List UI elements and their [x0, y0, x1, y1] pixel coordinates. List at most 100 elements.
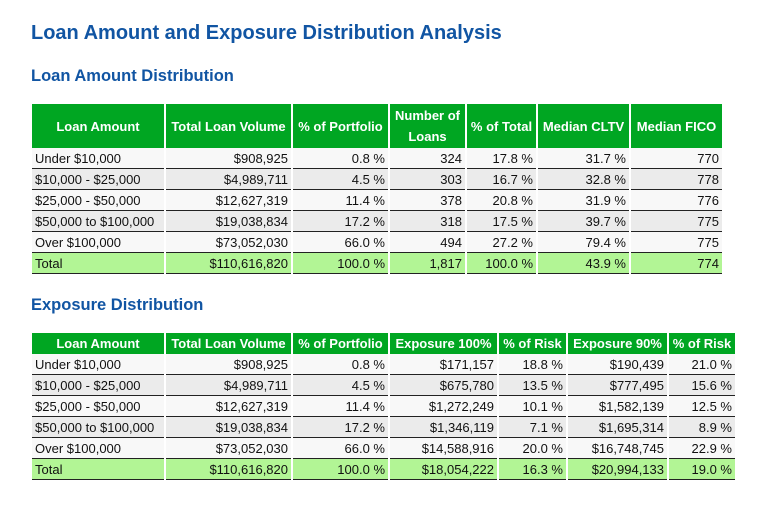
table-cell: 11.4 % — [291, 395, 390, 417]
exposure-distribution-heading: Exposure Distribution — [31, 296, 204, 314]
table-cell: 1,817 — [388, 252, 467, 274]
table-cell: 16.3 % — [497, 458, 568, 480]
table-cell: $908,925 — [164, 354, 293, 375]
column-header: % of Total — [465, 104, 538, 148]
column-header: Number of Loans — [388, 104, 467, 148]
table-cell: $50,000 to $100,000 — [30, 416, 166, 438]
table-cell: Over $100,000 — [30, 231, 166, 253]
table-cell: 0.8 % — [291, 354, 390, 375]
table-cell: 39.7 % — [536, 210, 631, 232]
column-header: Median FICO — [629, 104, 724, 148]
table-cell: 776 — [629, 189, 724, 211]
table-cell: 11.4 % — [291, 189, 390, 211]
table-cell: $14,588,916 — [388, 437, 499, 459]
table-cell: $73,052,030 — [164, 437, 293, 459]
table-cell: $10,000 - $25,000 — [30, 374, 166, 396]
table-cell: 17.2 % — [291, 416, 390, 438]
table-cell: $110,616,820 — [164, 458, 293, 480]
table-cell: $1,272,249 — [388, 395, 499, 417]
column-header: % of Risk — [497, 333, 568, 354]
table-cell: 79.4 % — [536, 231, 631, 253]
table-cell: $18,054,222 — [388, 458, 499, 480]
total-row: Total $110,616,820 100.0 % $18,054,222 16.3 … — [30, 458, 737, 480]
table-cell: 100.0 % — [291, 458, 390, 480]
column-header: Loan Amount — [30, 104, 166, 148]
table-cell: 494 — [388, 231, 467, 253]
table-cell: $4,989,711 — [164, 374, 293, 396]
table-cell: $4,989,711 — [164, 168, 293, 190]
table-row: $10,000 - $25,000 $4,989,711 4.5 % $675,780… — [30, 374, 737, 396]
table-row: $50,000 to $100,000 $19,038,834 17.2 % 318 1… — [30, 210, 724, 232]
table-cell: Under $10,000 — [30, 148, 166, 169]
exposure-distribution-table: Loan Amount Total Loan Volume% of Portfol… — [30, 333, 737, 480]
table-cell: 17.8 % — [465, 148, 538, 169]
table-cell: 778 — [629, 168, 724, 190]
table-cell: 21.0 % — [667, 354, 737, 375]
table-cell: 100.0 % — [465, 252, 538, 274]
table-cell: 20.0 % — [497, 437, 568, 459]
table-cell: $10,000 - $25,000 — [30, 168, 166, 190]
table-cell: 66.0 % — [291, 437, 390, 459]
table-cell: 770 — [629, 148, 724, 169]
table-cell: 303 — [388, 168, 467, 190]
table-cell: 10.1 % — [497, 395, 568, 417]
table-cell: 15.6 % — [667, 374, 737, 396]
table-cell: 775 — [629, 210, 724, 232]
table-cell: $12,627,319 — [164, 395, 293, 417]
table-row: Over $100,000 $73,052,030 66.0 % $14,588,91… — [30, 437, 737, 459]
table-cell: 27.2 % — [465, 231, 538, 253]
table-cell: 18.8 % — [497, 354, 568, 375]
table-cell: 32.8 % — [536, 168, 631, 190]
table-cell: $25,000 - $50,000 — [30, 189, 166, 211]
table-cell: 100.0 % — [291, 252, 390, 274]
table-cell: $73,052,030 — [164, 231, 293, 253]
table-cell: 17.5 % — [465, 210, 538, 232]
table-row: Over $100,000 $73,052,030 66.0 % 494 27.2 % 7… — [30, 231, 724, 253]
table-cell: 7.1 % — [497, 416, 568, 438]
table-cell: 774 — [629, 252, 724, 274]
table-row: $50,000 to $100,000 $19,038,834 17.2 % $1,3… — [30, 416, 737, 438]
table-cell: Total — [30, 252, 166, 274]
table-cell: 31.9 % — [536, 189, 631, 211]
table-cell: $19,038,834 — [164, 210, 293, 232]
total-row: Total $110,616,820 100.0 % 1,817 100.0 % 43.9… — [30, 252, 724, 274]
table-cell: $20,994,133 — [566, 458, 669, 480]
table-cell: 318 — [388, 210, 467, 232]
column-header: Exposure 100% — [388, 333, 499, 354]
column-header: % of Portfolio — [291, 333, 390, 354]
table-cell: 0.8 % — [291, 148, 390, 169]
table-cell: $675,780 — [388, 374, 499, 396]
table-cell: 13.5 % — [497, 374, 568, 396]
table-cell: 12.5 % — [667, 395, 737, 417]
column-header: Exposure 90% — [566, 333, 669, 354]
table-cell: 43.9 % — [536, 252, 631, 274]
table-cell: Total — [30, 458, 166, 480]
table-cell: 8.9 % — [667, 416, 737, 438]
table-cell: 66.0 % — [291, 231, 390, 253]
column-header: Loan Amount — [30, 333, 166, 354]
table-cell: 20.8 % — [465, 189, 538, 211]
table-cell: 17.2 % — [291, 210, 390, 232]
table-cell: $1,695,314 — [566, 416, 669, 438]
table-cell: $110,616,820 — [164, 252, 293, 274]
table-cell: 4.5 % — [291, 374, 390, 396]
table-cell: 4.5 % — [291, 168, 390, 190]
table-cell: Under $10,000 — [30, 354, 166, 375]
table-cell: $25,000 - $50,000 — [30, 395, 166, 417]
table-cell: $19,038,834 — [164, 416, 293, 438]
table-cell: 775 — [629, 231, 724, 253]
table-cell: $50,000 to $100,000 — [30, 210, 166, 232]
table-cell: $190,439 — [566, 354, 669, 375]
table-cell: $777,495 — [566, 374, 669, 396]
table-cell: 324 — [388, 148, 467, 169]
table-cell: 22.9 % — [667, 437, 737, 459]
table-cell: $12,627,319 — [164, 189, 293, 211]
table-cell: 31.7 % — [536, 148, 631, 169]
column-header: Median CLTV — [536, 104, 631, 148]
table-cell: 378 — [388, 189, 467, 211]
table-row: $25,000 - $50,000 $12,627,319 11.4 % 378 20.… — [30, 189, 724, 211]
page-title: Loan Amount and Exposure Distribution An… — [31, 22, 502, 44]
column-header: % of Portfolio — [291, 104, 390, 148]
column-header: Total Loan Volume — [164, 333, 293, 354]
table-cell: $16,748,745 — [566, 437, 669, 459]
